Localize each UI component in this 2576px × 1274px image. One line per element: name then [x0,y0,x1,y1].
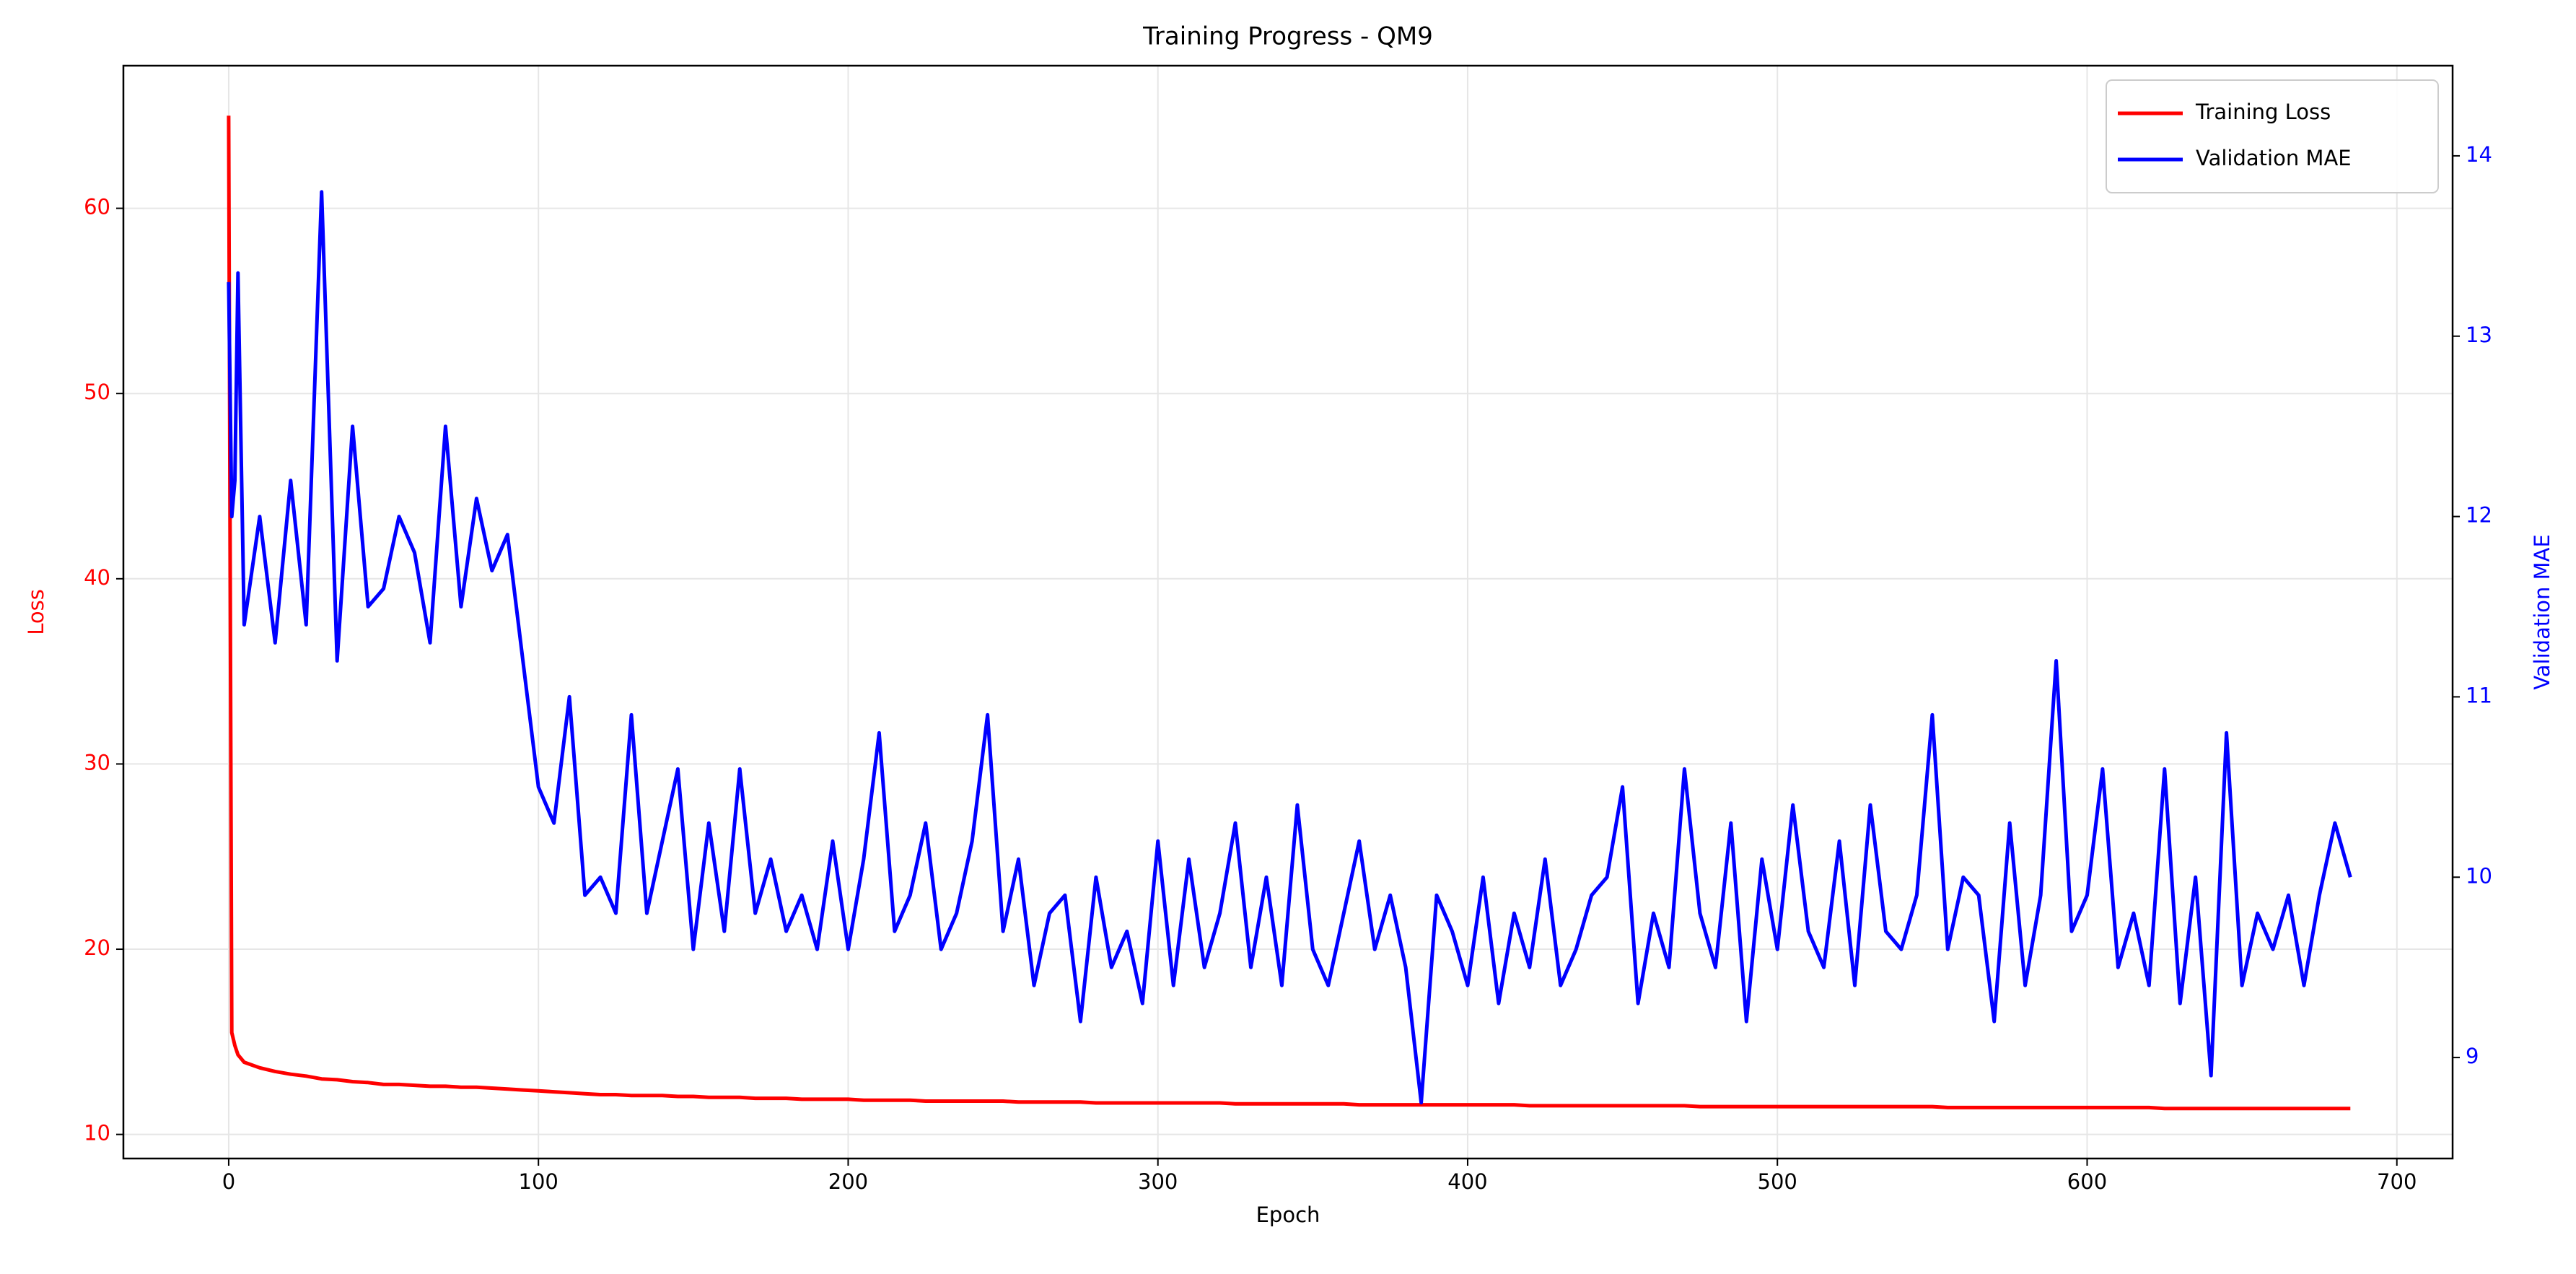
chart-title: Training Progress - QM9 [1142,22,1433,51]
y2-axis-label: Validation MAE [2530,534,2554,690]
plot-frame [122,64,2454,1160]
legend-label: Training Loss [2195,100,2331,124]
x-tick-label: 300 [1138,1169,1178,1194]
x-tick-label: 200 [828,1169,868,1194]
y-tick-label: 50 [84,380,110,404]
y2-tick-label: 9 [2466,1044,2479,1068]
x-tick-label: 100 [519,1169,558,1194]
legend-box [2106,79,2439,193]
series-line [227,115,2351,1111]
x-tick-label: 500 [1758,1169,1797,1194]
x-tick-label: 700 [2377,1169,2417,1194]
y2-tick-label: 11 [2466,683,2492,707]
y-axis-label: Loss [24,589,48,635]
y-tick-label: 20 [84,935,110,960]
y-tick-label: 60 [84,195,110,219]
x-axis-label: Epoch [1256,1203,1320,1227]
y-tick-label: 40 [84,565,110,590]
y2-tick-label: 12 [2466,503,2492,528]
x-tick-label: 400 [1447,1169,1487,1194]
series-line [227,190,2352,1105]
y2-tick-label: 13 [2466,323,2492,347]
legend-label: Validation MAE [2196,146,2352,170]
x-tick-label: 600 [2067,1169,2107,1194]
y-tick-label: 10 [84,1121,110,1146]
x-tick-label: 0 [222,1169,235,1194]
y2-tick-label: 14 [2466,142,2492,167]
y-tick-label: 30 [84,750,110,775]
y2-tick-label: 10 [2466,863,2492,888]
